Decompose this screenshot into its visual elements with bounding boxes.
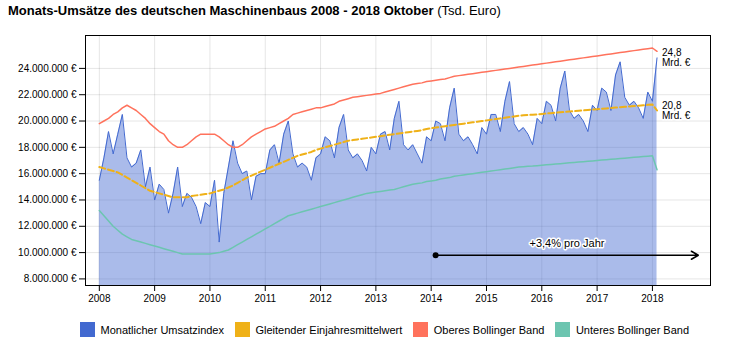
- svg-text:12.000.000 €: 12.000.000 €: [18, 220, 77, 231]
- svg-text:20.000.000 €: 20.000.000 €: [18, 115, 77, 126]
- svg-text:2013: 2013: [365, 293, 388, 304]
- svg-text:20,8Mrd. €: 20,8Mrd. €: [662, 100, 691, 121]
- svg-text:24,8Mrd. €: 24,8Mrd. €: [662, 47, 691, 68]
- svg-text:2010: 2010: [199, 293, 222, 304]
- svg-text:22.000.000 €: 22.000.000 €: [18, 89, 77, 100]
- html-text:Oberes Bollinger Band: Oberes Bollinger Band: [433, 323, 545, 336]
- svg-text:2017: 2017: [586, 293, 609, 304]
- svg-text:16.000.000 €: 16.000.000 €: [18, 168, 77, 179]
- svg-text:2012: 2012: [309, 293, 332, 304]
- svg-text:2008: 2008: [88, 293, 111, 304]
- svg-text:+3,4% pro Jahr: +3,4% pro Jahr: [530, 237, 605, 249]
- html-text:Monats-Umsätze des deutschen M: Monats-Umsätze des deutschen Maschinenba…: [8, 3, 501, 18]
- svg-text:24.000.000 €: 24.000.000 €: [18, 63, 77, 74]
- svg-text:2016: 2016: [531, 293, 554, 304]
- html-text:Monatlicher Umsatzindex: Monatlicher Umsatzindex: [100, 323, 224, 336]
- svg-text:8.000.000 €: 8.000.000 €: [24, 273, 77, 284]
- svg-text:2014: 2014: [420, 293, 443, 304]
- svg-text:14.000.000 €: 14.000.000 €: [18, 194, 77, 205]
- svg-text:2015: 2015: [475, 293, 498, 304]
- html-text:Gleitender Einjahresmittelwert: Gleitender Einjahresmittelwert: [255, 323, 403, 336]
- html-text:Unteres Bollinger Band: Unteres Bollinger Band: [575, 323, 689, 336]
- svg-text:2011: 2011: [254, 293, 276, 304]
- svg-text:18.000.000 €: 18.000.000 €: [18, 142, 77, 153]
- svg-text:2009: 2009: [144, 293, 167, 304]
- svg-text:2018: 2018: [641, 293, 664, 304]
- svg-text:10.000.000 €: 10.000.000 €: [18, 247, 77, 258]
